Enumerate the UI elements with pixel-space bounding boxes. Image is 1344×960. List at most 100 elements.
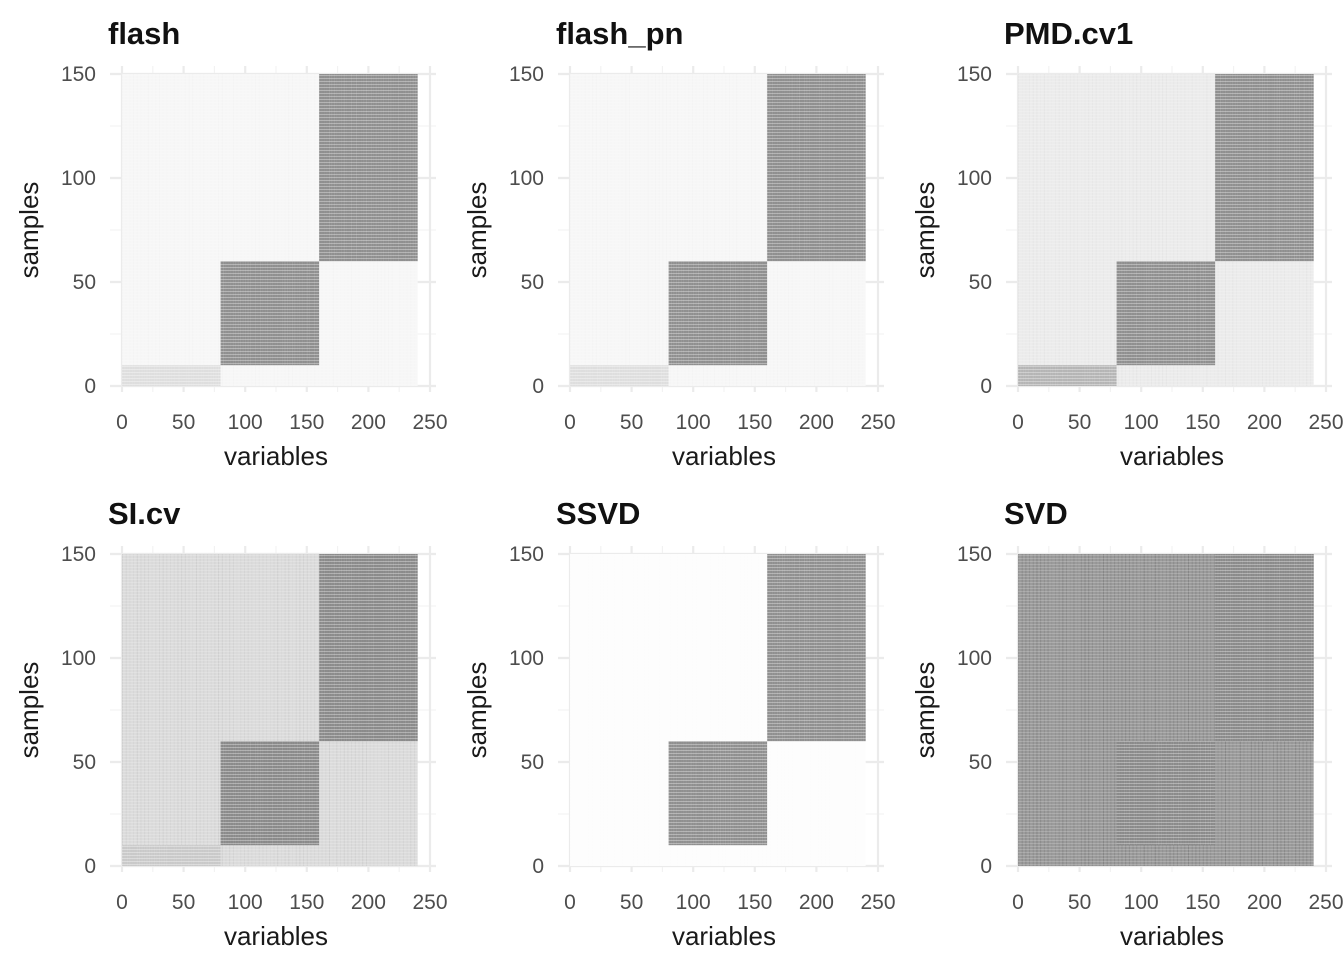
panel-title: SI.cv: [108, 496, 181, 531]
panel-title: SVD: [1004, 496, 1068, 531]
x-tick-label: 0: [116, 411, 128, 434]
panel-title: flash_pn: [556, 16, 683, 51]
y-tick-label: 100: [957, 167, 992, 190]
y-tick-label: 50: [521, 751, 544, 774]
tick-labels: 0 50 100 150 200 250 0 50 100 150: [957, 63, 1344, 434]
x-tick-label: 50: [1068, 411, 1091, 434]
x-tick-label: 0: [116, 891, 128, 914]
x-tick-label: 100: [676, 411, 711, 434]
y-tick-label: 100: [509, 167, 544, 190]
x-tick-label: 50: [172, 891, 195, 914]
x-tick-label: 50: [172, 411, 195, 434]
panel-title: SSVD: [556, 496, 640, 531]
x-axis-label: variables: [224, 921, 328, 951]
y-tick-label: 150: [957, 63, 992, 86]
x-tick-label: 50: [1068, 891, 1091, 914]
heatmap-row-texture: [122, 74, 418, 386]
x-tick-label: 100: [1124, 891, 1159, 914]
y-tick-label: 50: [73, 271, 96, 294]
panel-6: 0 50 100 150 200 250 0 50 100 150 variables samples…: [910, 496, 1344, 951]
y-axis-label: samples: [462, 182, 492, 279]
heatmap: [1018, 554, 1314, 866]
x-axis-label: variables: [1120, 441, 1224, 471]
x-tick-label: 100: [228, 411, 263, 434]
x-tick-label: 150: [737, 411, 772, 434]
y-tick-label: 50: [969, 271, 992, 294]
panel-5: 0 50 100 150 200 250 0 50 100 150 variables samples…: [462, 496, 896, 951]
x-tick-label: 250: [860, 891, 895, 914]
y-tick-label: 50: [969, 751, 992, 774]
x-tick-label: 50: [620, 891, 643, 914]
x-tick-label: 100: [228, 891, 263, 914]
x-tick-label: 200: [351, 411, 386, 434]
y-tick-label: 100: [509, 647, 544, 670]
y-tick-label: 150: [61, 543, 96, 566]
x-tick-label: 0: [1012, 891, 1024, 914]
x-tick-label: 150: [289, 411, 324, 434]
heatmap: [1018, 74, 1314, 386]
tick-labels: 0 50 100 150 200 250 0 50 100 150: [61, 543, 448, 914]
heatmap: [570, 74, 866, 386]
heatmap-row-texture: [1018, 554, 1314, 866]
x-tick-label: 200: [351, 891, 386, 914]
x-tick-label: 250: [860, 411, 895, 434]
y-tick-label: 150: [509, 543, 544, 566]
x-axis-label: variables: [1120, 921, 1224, 951]
panel-3: 0 50 100 150 200 250 0 50 100 150 variables samples…: [910, 16, 1344, 471]
y-tick-label: 100: [61, 647, 96, 670]
x-tick-label: 150: [289, 891, 324, 914]
x-tick-label: 0: [564, 891, 576, 914]
x-tick-label: 200: [799, 891, 834, 914]
x-axis-label: variables: [672, 921, 776, 951]
x-tick-label: 200: [799, 411, 834, 434]
panel-title: PMD.cv1: [1004, 16, 1133, 51]
heatmap-row-texture: [122, 554, 418, 866]
x-tick-label: 150: [737, 891, 772, 914]
x-tick-label: 150: [1185, 411, 1220, 434]
y-tick-label: 100: [957, 647, 992, 670]
y-tick-label: 0: [980, 855, 992, 878]
y-tick-label: 0: [84, 375, 96, 398]
heatmap-row-texture: [570, 74, 866, 386]
x-tick-label: 100: [676, 891, 711, 914]
x-tick-label: 250: [412, 411, 447, 434]
x-axis-label: variables: [672, 441, 776, 471]
x-tick-label: 150: [1185, 891, 1220, 914]
y-axis-label: samples: [910, 662, 940, 759]
x-tick-label: 200: [1247, 891, 1282, 914]
x-tick-label: 50: [620, 411, 643, 434]
x-tick-label: 0: [1012, 411, 1024, 434]
tick-labels: 0 50 100 150 200 250 0 50 100 150: [957, 543, 1344, 914]
heatmap-row-texture: [570, 554, 866, 866]
x-tick-label: 100: [1124, 411, 1159, 434]
heatmap-row-texture: [1018, 74, 1314, 386]
panel-1: 0 50 100 150 200 250 0 50 100 150 variables samples…: [14, 16, 448, 471]
x-tick-label: 0: [564, 411, 576, 434]
x-tick-label: 250: [412, 891, 447, 914]
y-tick-label: 150: [61, 63, 96, 86]
x-axis-label: variables: [224, 441, 328, 471]
x-tick-label: 250: [1308, 891, 1343, 914]
y-tick-label: 0: [532, 375, 544, 398]
y-tick-label: 50: [73, 751, 96, 774]
y-tick-label: 150: [957, 543, 992, 566]
y-axis-label: samples: [14, 662, 44, 759]
heatmap: [122, 74, 418, 386]
y-tick-label: 0: [980, 375, 992, 398]
y-axis-label: samples: [462, 662, 492, 759]
panel-2: 0 50 100 150 200 250 0 50 100 150 variables samples…: [462, 16, 896, 471]
panel-title: flash: [108, 16, 180, 51]
y-tick-label: 0: [84, 855, 96, 878]
y-tick-label: 0: [532, 855, 544, 878]
x-tick-label: 250: [1308, 411, 1343, 434]
tick-labels: 0 50 100 150 200 250 0 50 100 150: [61, 63, 448, 434]
tick-labels: 0 50 100 150 200 250 0 50 100 150: [509, 543, 896, 914]
y-axis-label: samples: [14, 182, 44, 279]
heatmap: [570, 554, 866, 866]
panel-4: 0 50 100 150 200 250 0 50 100 150 variables samples…: [14, 496, 448, 951]
x-tick-label: 200: [1247, 411, 1282, 434]
y-tick-label: 50: [521, 271, 544, 294]
tick-labels: 0 50 100 150 200 250 0 50 100 150: [509, 63, 896, 434]
y-axis-label: samples: [910, 182, 940, 279]
